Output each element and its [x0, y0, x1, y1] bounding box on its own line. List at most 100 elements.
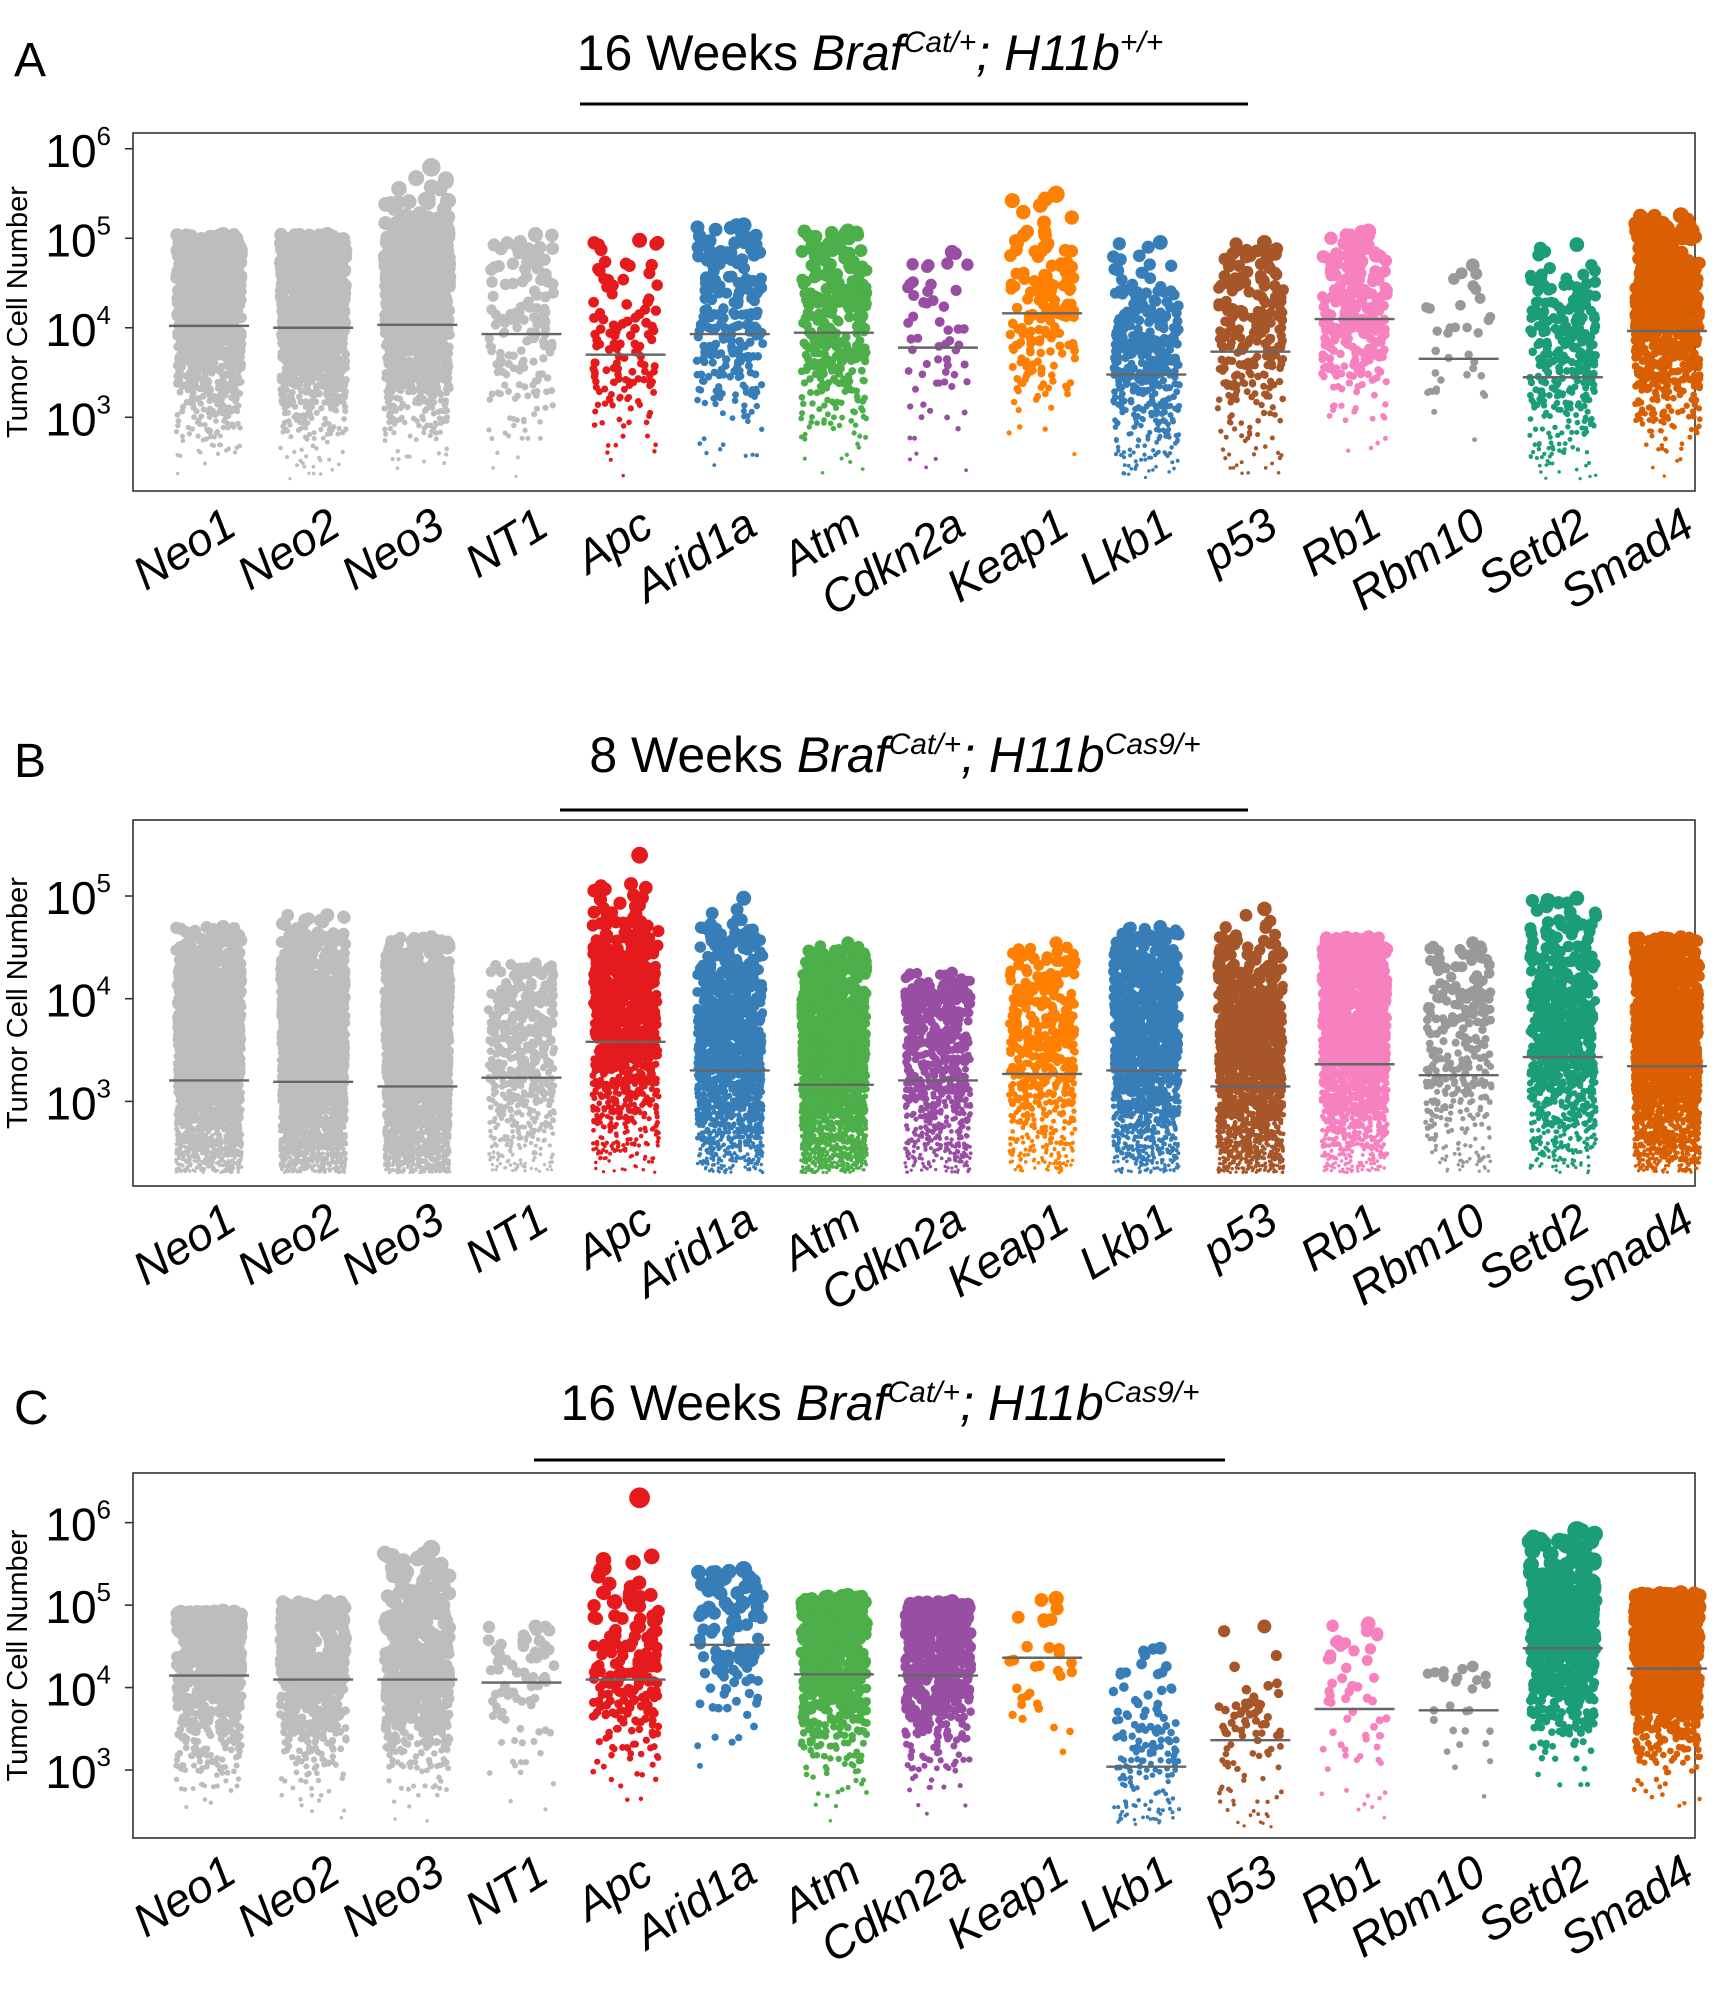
data-point	[1165, 260, 1177, 272]
data-point	[192, 304, 202, 314]
data-point	[1058, 349, 1067, 358]
data-point	[1043, 426, 1048, 431]
data-point	[907, 403, 913, 409]
data-point	[612, 344, 621, 353]
data-point	[1145, 333, 1154, 342]
data-point	[390, 195, 405, 210]
data-point	[309, 398, 316, 405]
data-point	[232, 398, 239, 405]
data-point	[202, 422, 208, 428]
data-point	[1227, 399, 1234, 406]
data-point	[232, 377, 239, 384]
data-point	[391, 430, 396, 435]
data-point	[424, 406, 430, 412]
data-point	[955, 426, 960, 431]
data-point	[716, 319, 726, 329]
data-point	[1135, 444, 1140, 449]
data-point	[302, 398, 309, 405]
data-point	[1260, 383, 1267, 390]
data-point	[190, 426, 195, 431]
data-point	[1142, 241, 1155, 254]
data-point	[180, 434, 185, 439]
data-point	[336, 308, 346, 318]
data-point	[751, 331, 760, 340]
data-point	[712, 309, 722, 319]
series-Neo1	[169, 227, 249, 475]
data-point	[712, 463, 716, 467]
data-point	[818, 388, 825, 395]
data-point	[424, 422, 430, 428]
data-point	[1272, 311, 1282, 321]
data-point	[1019, 380, 1026, 387]
data-point	[1269, 248, 1282, 261]
data-point	[1158, 353, 1166, 361]
data-point	[703, 282, 714, 293]
data-point	[1279, 453, 1283, 457]
data-point	[918, 297, 929, 308]
data-point	[388, 426, 393, 431]
data-point	[491, 309, 501, 319]
data-point	[859, 377, 866, 384]
data-point	[304, 454, 308, 458]
data-point	[416, 396, 423, 403]
data-point	[908, 290, 919, 301]
data-point	[516, 302, 527, 313]
data-point	[207, 393, 214, 400]
data-point	[201, 406, 207, 412]
data-point	[437, 451, 441, 455]
data-point	[1072, 452, 1076, 456]
data-point	[1149, 456, 1153, 460]
data-point	[759, 427, 764, 432]
data-point	[445, 305, 455, 315]
data-point	[546, 348, 555, 357]
data-point	[1264, 466, 1268, 470]
data-point	[601, 385, 608, 392]
data-point	[715, 383, 722, 390]
data-point	[798, 367, 806, 375]
data-point	[307, 389, 314, 396]
data-point	[1266, 352, 1274, 360]
data-point	[754, 403, 760, 409]
max-point	[422, 158, 441, 177]
data-point	[1116, 315, 1126, 325]
data-point	[1253, 399, 1260, 406]
data-point	[861, 357, 869, 365]
data-point	[391, 457, 395, 461]
data-point	[613, 443, 618, 448]
data-point	[216, 452, 220, 456]
data-point	[693, 357, 701, 365]
data-point	[706, 324, 716, 334]
data-point	[637, 352, 645, 360]
data-point	[634, 309, 644, 319]
data-point	[337, 462, 341, 466]
data-point	[546, 242, 559, 255]
data-point	[1235, 274, 1247, 286]
data-point	[1252, 452, 1256, 456]
data-point	[1155, 319, 1165, 329]
data-point	[1065, 210, 1079, 224]
data-point	[535, 371, 543, 379]
data-point	[651, 362, 659, 370]
data-point	[175, 296, 186, 307]
data-point	[914, 451, 918, 455]
data-point	[398, 312, 408, 322]
data-point	[943, 355, 951, 363]
data-point	[547, 278, 559, 290]
data-point	[288, 434, 293, 439]
data-point	[220, 402, 226, 408]
data-point	[1006, 279, 1018, 291]
data-point	[809, 400, 815, 406]
data-point	[283, 397, 290, 404]
data-point	[1163, 397, 1170, 404]
data-point	[1277, 471, 1281, 475]
data-point	[745, 418, 751, 424]
data-point	[837, 423, 843, 429]
data-point	[396, 449, 400, 453]
data-point	[924, 466, 928, 470]
data-point	[175, 423, 181, 429]
data-point	[702, 436, 707, 441]
data-point	[1245, 436, 1250, 441]
data-point	[180, 438, 185, 443]
data-point	[626, 331, 635, 340]
data-point	[342, 388, 349, 395]
